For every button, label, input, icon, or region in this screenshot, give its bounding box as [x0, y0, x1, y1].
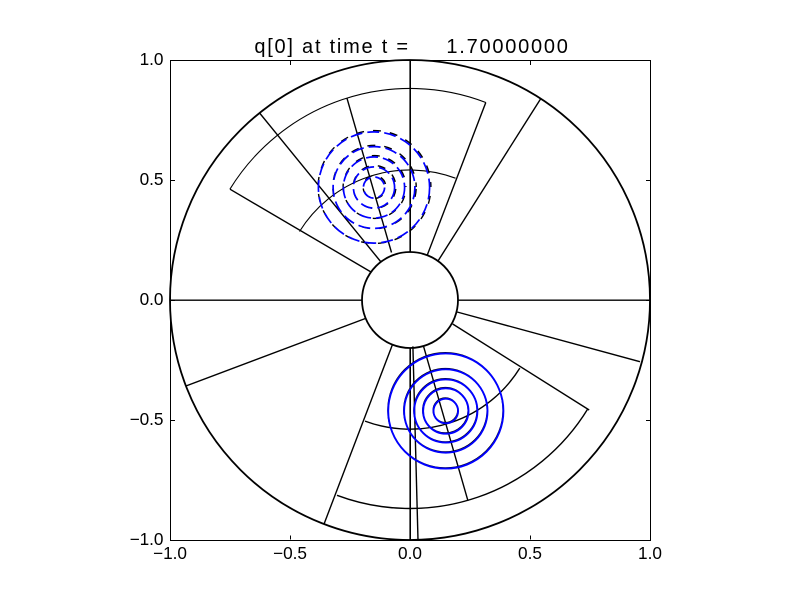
svg-text:0.5: 0.5 [518, 543, 542, 563]
svg-text:1.0: 1.0 [638, 543, 662, 563]
svg-text:−0.5: −0.5 [130, 409, 164, 429]
svg-text:−0.5: −0.5 [273, 543, 307, 563]
svg-text:0.0: 0.0 [140, 289, 164, 309]
svg-text:−1.0: −1.0 [130, 529, 164, 549]
svg-text:q[0] at time t = 1.7000000: q[0] at time t = 1.70000000 [254, 36, 569, 58]
svg-text:1.0: 1.0 [140, 49, 164, 69]
svg-text:0.5: 0.5 [140, 169, 164, 189]
svg-text:0.0: 0.0 [398, 543, 422, 563]
svg-text:−1.0: −1.0 [153, 543, 187, 563]
